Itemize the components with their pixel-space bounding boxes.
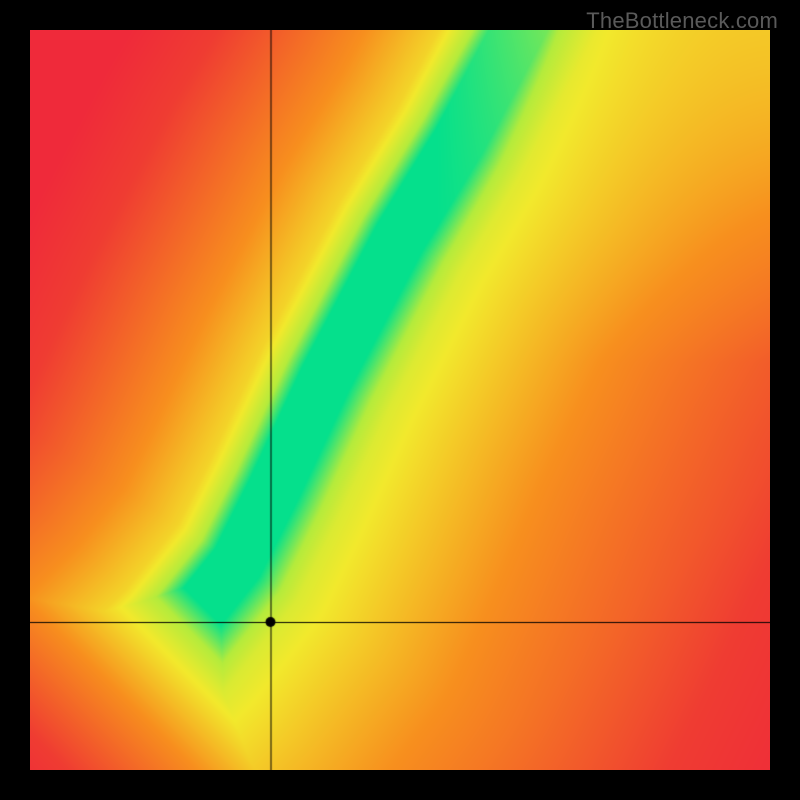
heatmap-canvas xyxy=(30,30,770,770)
bottleneck-chart: TheBottleneck.com xyxy=(0,0,800,800)
watermark-label: TheBottleneck.com xyxy=(586,8,778,34)
